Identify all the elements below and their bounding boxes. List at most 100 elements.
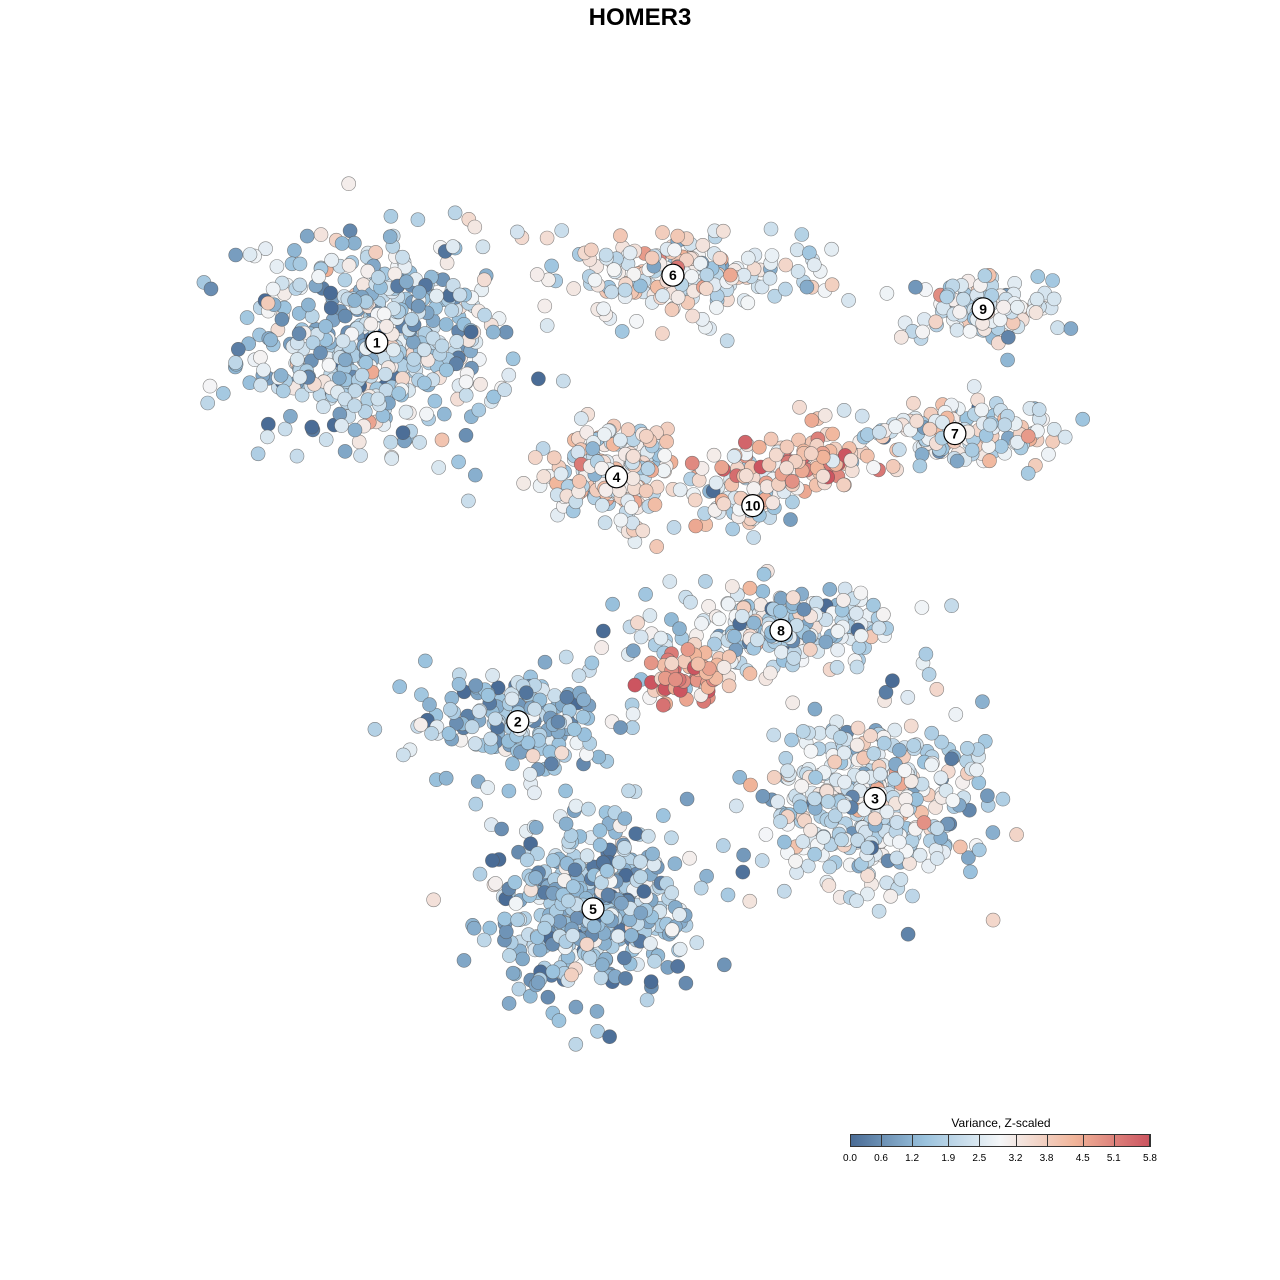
data-point (667, 856, 683, 872)
data-point (331, 370, 347, 386)
data-point (424, 726, 439, 741)
data-point (638, 483, 654, 499)
data-point (850, 720, 866, 736)
data-point (472, 866, 488, 882)
data-point (737, 434, 753, 450)
data-point (822, 859, 838, 875)
data-point (758, 827, 774, 842)
data-point (566, 281, 582, 296)
data-point (260, 416, 276, 432)
data-point (768, 447, 784, 463)
data-point (726, 448, 742, 464)
data-point (630, 615, 645, 631)
cluster-label-badge (365, 330, 389, 354)
data-point (250, 446, 266, 462)
data-point (426, 892, 441, 908)
data-point (935, 415, 950, 430)
data-point (483, 731, 499, 747)
data-point (830, 624, 846, 639)
data-point (859, 448, 875, 464)
data-point (305, 335, 321, 351)
data-point (751, 439, 767, 455)
data-point (821, 878, 837, 893)
cluster-label-4: 4 (604, 465, 629, 489)
data-point (964, 442, 980, 458)
data-point (786, 650, 802, 666)
data-point (993, 439, 1009, 454)
data-point (622, 245, 638, 261)
cluster-label-9: 9 (971, 297, 995, 321)
data-point (763, 431, 779, 447)
data-point (834, 832, 849, 848)
data-point (554, 745, 570, 761)
data-point (626, 266, 642, 282)
data-point (571, 668, 587, 684)
data-point (596, 301, 611, 317)
data-point (655, 225, 670, 240)
data-point (977, 268, 993, 284)
data-point (653, 630, 669, 646)
data-point (836, 745, 852, 761)
data-point (803, 822, 818, 838)
data-point (438, 317, 454, 332)
data-point (655, 288, 670, 304)
data-point (438, 770, 454, 786)
data-point (419, 406, 434, 422)
data-point (655, 326, 670, 341)
data-point (467, 219, 483, 235)
data-point (508, 896, 524, 911)
data-point (370, 391, 386, 407)
data-point (763, 221, 779, 237)
data-point (347, 422, 363, 438)
data-point (283, 408, 298, 424)
data-point (540, 989, 556, 1005)
data-point (724, 579, 740, 594)
cluster-label-text: 7 (951, 426, 959, 442)
data-point (494, 821, 509, 837)
data-point (695, 238, 711, 253)
data-point (476, 272, 492, 288)
cluster-label-badge (506, 709, 530, 734)
data-point (347, 398, 362, 414)
data-point (443, 702, 458, 717)
data-point (617, 840, 632, 855)
data-point (501, 996, 517, 1011)
data-point (504, 691, 520, 707)
data-point (1063, 321, 1079, 336)
data-point (471, 402, 487, 418)
data-point (477, 307, 492, 323)
data-point (900, 689, 916, 705)
data-point (434, 432, 450, 448)
legend-tick-label: 5.8 (1143, 1153, 1157, 1164)
data-point (672, 941, 688, 957)
data-point (471, 704, 487, 719)
data-point (1030, 269, 1046, 284)
data-point (624, 928, 639, 943)
data-point (558, 783, 573, 799)
data-point (395, 249, 410, 265)
data-point (949, 453, 965, 469)
data-point (647, 953, 662, 969)
data-point (511, 981, 527, 997)
data-point (497, 911, 513, 927)
data-point (416, 342, 432, 358)
data-point (395, 425, 411, 441)
data-point (265, 281, 281, 297)
data-point (684, 455, 700, 471)
data-point (836, 798, 852, 814)
data-point (952, 839, 968, 855)
data-point (635, 523, 651, 539)
data-point (545, 853, 561, 868)
data-point (922, 421, 938, 437)
data-point (903, 773, 919, 789)
data-point (789, 242, 805, 258)
data-point (944, 751, 959, 767)
legend-tick (979, 1134, 981, 1147)
data-point (256, 362, 271, 378)
data-point (974, 402, 990, 418)
data-point (589, 1004, 605, 1019)
legend-tick (948, 1134, 950, 1147)
data-point (721, 678, 737, 694)
legend-title: Variance, Z-scaled (951, 1116, 1051, 1130)
data-point (551, 1013, 567, 1028)
